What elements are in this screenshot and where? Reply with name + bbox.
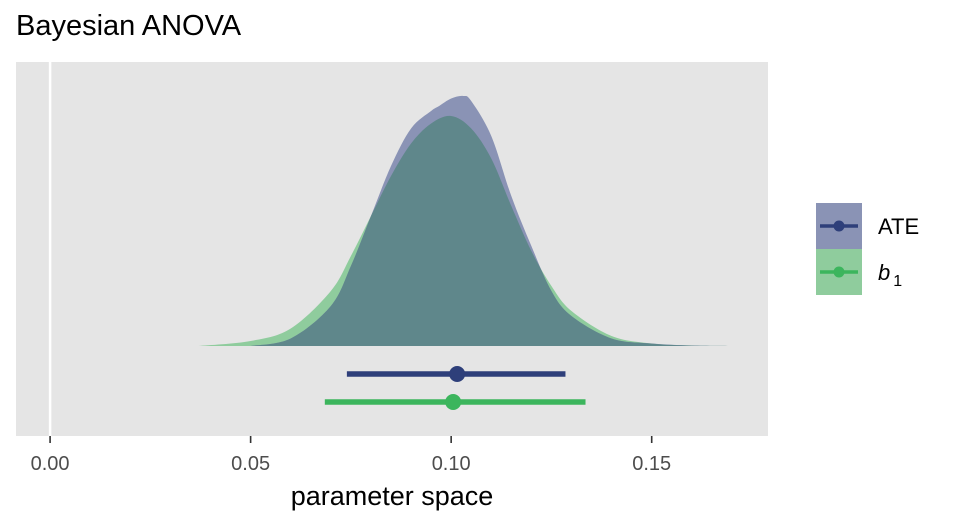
legend-dot-ate bbox=[833, 220, 845, 232]
legend-dot-b1 bbox=[833, 266, 845, 278]
point-estimate-ate bbox=[449, 366, 466, 382]
chart-title: Bayesian ANOVA bbox=[16, 10, 242, 42]
legend-label-ate: ATE bbox=[878, 214, 919, 239]
x-tick-label: 0.05 bbox=[231, 453, 270, 475]
x-tick-label: 0.00 bbox=[31, 453, 70, 475]
x-tick-label: 0.15 bbox=[632, 453, 671, 475]
density-overlap bbox=[250, 115, 736, 346]
x-tick-label: 0.10 bbox=[432, 453, 471, 475]
point-estimate-b1 bbox=[445, 394, 462, 410]
x-axis-title: parameter space bbox=[291, 481, 494, 511]
legend: ATE b 1 bbox=[816, 203, 919, 295]
